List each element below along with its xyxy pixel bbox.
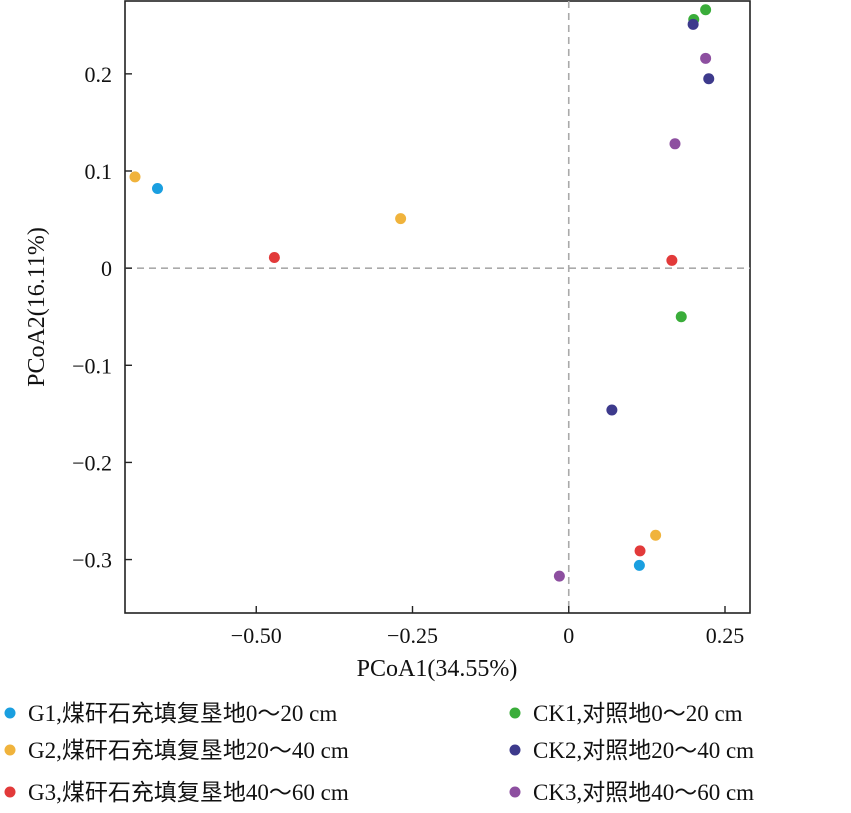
legend-label: G1,煤矸石充填复垦地0～20 cm <box>28 701 337 726</box>
point-series-1-2 <box>633 559 645 571</box>
legend-marker <box>509 744 521 756</box>
point-series-6-3 <box>553 570 565 582</box>
legend-marker <box>509 786 521 798</box>
x-axis-label: PCoA1(34.55%) <box>357 656 518 682</box>
legend-label: CK1,对照地0～20 cm <box>533 701 743 726</box>
y-axis-ticks: −0.3 −0.2 −0.1 0 0.1 0.2 <box>72 62 132 573</box>
y-tick-label: −0.3 <box>72 548 112 573</box>
legend-marker <box>4 786 16 798</box>
point-series-3-3 <box>634 545 646 557</box>
legend: G1,煤矸石充填复垦地0～20 cm G2,煤矸石充填复垦地20～40 cm G3,… <box>4 701 754 805</box>
point-series-2-2 <box>395 213 407 225</box>
x-axis-ticks: −0.50 −0.25 0 0.25 <box>231 606 744 648</box>
x-tick-label: −0.25 <box>387 623 438 648</box>
y-tick-label: 0 <box>101 256 112 281</box>
x-tick-label: 0.25 <box>706 623 745 648</box>
point-series-6-2 <box>669 138 681 150</box>
point-series-6-1 <box>700 52 712 64</box>
y-axis-label: PCoA2(16.11%) <box>24 227 50 387</box>
y-tick-label: −0.2 <box>72 450 112 475</box>
legend-marker <box>4 707 16 719</box>
point-series-2-1 <box>129 171 141 183</box>
y-tick-label: 0.1 <box>85 159 113 184</box>
point-series-5-1 <box>687 18 699 30</box>
point-series-2-3 <box>650 529 662 541</box>
legend-label: CK2,对照地20～40 cm <box>533 738 754 763</box>
point-series-1-1 <box>152 182 163 194</box>
y-tick-label: −0.1 <box>72 353 112 378</box>
y-tick-label: 0.2 <box>85 62 113 87</box>
point-series-5-3 <box>606 404 618 416</box>
legend-marker <box>4 744 16 756</box>
point-series-4-3 <box>675 311 687 323</box>
plot-frame <box>124 0 751 614</box>
reference-lines <box>125 1 750 613</box>
point-series-4-2 <box>700 4 712 16</box>
x-tick-label: 0 <box>563 623 574 648</box>
data-points <box>129 4 715 582</box>
point-series-3-1 <box>268 251 280 263</box>
legend-label: G2,煤矸石充填复垦地20～40 cm <box>28 738 349 763</box>
legend-label: G3,煤矸石充填复垦地40～60 cm <box>28 780 349 805</box>
x-tick-label: −0.50 <box>231 623 282 648</box>
point-series-5-2 <box>703 73 715 85</box>
legend-label: CK3,对照地40～60 cm <box>533 780 754 805</box>
legend-marker <box>509 707 521 719</box>
point-series-3-2 <box>666 254 678 266</box>
